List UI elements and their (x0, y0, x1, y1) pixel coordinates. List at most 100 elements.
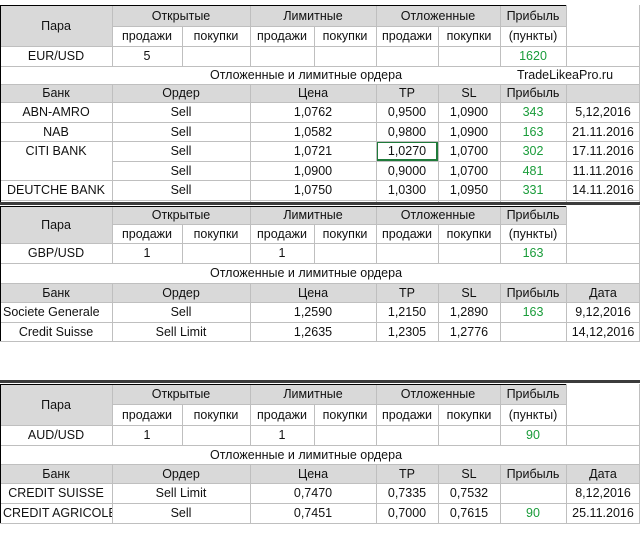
pending-group-header[interactable]: Отложенные (400, 8, 476, 23)
order-cell-bank[interactable] (0, 161, 112, 180)
sub-header-buy[interactable]: покупки (446, 226, 492, 241)
pair-value-cell[interactable]: EUR/USD (27, 49, 85, 63)
order-cell-sl[interactable]: 1,0900 (449, 124, 489, 139)
order-cell-bank[interactable]: CREDIT SUISSE (8, 486, 104, 500)
pending-sell-cell[interactable] (376, 243, 438, 263)
col-header-profit[interactable]: Прибыль (506, 466, 560, 481)
order-cell-profit[interactable]: 163 (522, 124, 544, 139)
order-cell-profit[interactable]: 343 (522, 105, 544, 119)
order-cell-sl[interactable]: 0,7615 (449, 506, 489, 520)
col-header-order[interactable]: Ордер (162, 86, 200, 100)
sub-header-buy[interactable]: покупки (193, 226, 239, 241)
order-cell-tp[interactable]: 0,7000 (387, 506, 427, 520)
pending-sell-cell[interactable] (376, 46, 438, 66)
profit-units-cell[interactable]: (пункты) (508, 29, 558, 43)
sub-header-sell[interactable]: продажи (257, 407, 307, 422)
order-cell-tp[interactable]: 0,9000 (387, 163, 427, 178)
sub-header-buy[interactable]: покупки (322, 226, 368, 241)
limit-buy-cell[interactable] (314, 243, 376, 263)
open-buy-cell[interactable] (182, 425, 250, 445)
order-cell-profit[interactable]: 90 (526, 506, 540, 520)
order-cell-order[interactable]: Sell Limit (155, 324, 207, 339)
col-header-price[interactable]: Цена (297, 285, 329, 300)
open-buy-cell[interactable] (182, 243, 250, 263)
order-cell-date[interactable]: 5,12,2016 (575, 105, 631, 119)
order-cell-date[interactable]: 11.11.2016 (572, 163, 634, 178)
order-cell-profit[interactable]: 163 (522, 305, 544, 319)
order-cell-price[interactable]: 1,0762 (293, 105, 333, 119)
order-cell-price[interactable]: 1,2590 (293, 305, 333, 319)
orders-title[interactable]: Отложенные и лимитные ордера (209, 447, 403, 462)
order-cell-price[interactable]: 1,0721 (293, 144, 333, 158)
order-cell-profit[interactable]: 302 (522, 144, 544, 158)
order-cell-tp[interactable]: 1,2150 (387, 305, 427, 319)
sub-header-sell[interactable]: продажи (257, 226, 307, 241)
open-group-header[interactable]: Открытые (151, 8, 211, 23)
col-header-tp[interactable]: ТР (399, 466, 415, 481)
col-header-tp[interactable]: ТР (399, 86, 415, 100)
profit-value-cell[interactable]: 1620 (519, 49, 547, 63)
profit-header-cell[interactable]: Прибыль (506, 387, 560, 401)
sub-header-sell[interactable]: продажи (257, 29, 307, 43)
limit-buy-cell[interactable] (314, 46, 376, 66)
profit-units-cell[interactable]: (пункты) (508, 226, 558, 241)
limit-sell-cell[interactable]: 1 (278, 428, 286, 442)
order-cell-bank[interactable]: CITI BANK (25, 144, 87, 158)
order-cell-sl[interactable]: 1,2776 (449, 324, 489, 339)
order-cell-price[interactable]: 0,7470 (293, 486, 333, 500)
sub-header-buy[interactable]: покупки (322, 407, 368, 422)
profit-value-cell[interactable]: 163 (522, 246, 544, 260)
sub-header-sell[interactable]: продажи (122, 407, 172, 422)
limit-buy-cell[interactable] (314, 425, 376, 445)
sub-header-buy[interactable]: покупки (193, 29, 239, 43)
sub-header-buy[interactable]: покупки (446, 407, 492, 422)
orders-title[interactable]: Отложенные и лимитные ордера (209, 68, 403, 82)
profit-header-cell[interactable]: Прибыль (506, 208, 560, 222)
col-header-bank[interactable]: Банк (42, 86, 70, 100)
orders-title[interactable]: Отложенные и лимитные ордера (209, 266, 403, 280)
col-header-sl[interactable]: SL (461, 86, 477, 100)
col-header-profit[interactable]: Прибыль (506, 86, 560, 100)
pending-group-header[interactable]: Отложенные (400, 208, 476, 222)
sub-header-sell[interactable]: продажи (122, 226, 172, 241)
limit-group-header[interactable]: Лимитные (283, 387, 343, 401)
col-header-date[interactable] (566, 84, 640, 102)
sub-header-sell[interactable]: продажи (382, 226, 432, 241)
profit-header-cell[interactable]: Прибыль (506, 8, 560, 23)
order-cell-tp[interactable]: 0,9800 (387, 124, 427, 139)
col-header-tp[interactable]: ТР (399, 285, 415, 300)
sub-header-sell[interactable]: продажи (122, 29, 172, 43)
col-header-profit[interactable]: Прибыль (506, 285, 560, 300)
order-cell-order[interactable]: Sell (170, 163, 192, 178)
order-cell-profit[interactable]: 481 (522, 163, 544, 178)
order-cell-price[interactable]: 1,2635 (293, 324, 333, 339)
pending-group-header[interactable]: Отложенные (400, 387, 476, 401)
order-cell-profit[interactable]: 331 (522, 183, 544, 197)
col-header-sl[interactable]: SL (461, 466, 477, 481)
limit-sell-cell[interactable] (250, 46, 314, 66)
col-header-order[interactable]: Ордер (162, 466, 200, 481)
col-header-date[interactable]: Дата (589, 285, 617, 300)
order-cell-sl[interactable]: 1,0700 (449, 144, 489, 158)
order-cell-date[interactable]: 21.11.2016 (572, 124, 634, 139)
pending-buy-cell[interactable] (438, 243, 500, 263)
sub-header-buy[interactable]: покупки (446, 29, 492, 43)
order-cell-bank[interactable]: NAB (43, 124, 69, 139)
profit-units-cell[interactable]: (пункты) (508, 407, 558, 422)
open-sell-cell[interactable]: 5 (143, 49, 151, 63)
order-cell-sl[interactable]: 1,0900 (449, 105, 489, 119)
order-cell-order[interactable]: Sell Limit (155, 486, 207, 500)
order-cell-date[interactable]: 14,12,2016 (571, 324, 635, 339)
order-cell-date[interactable]: 17.11.2016 (572, 144, 634, 158)
limit-sell-cell[interactable]: 1 (278, 246, 286, 260)
order-cell-order[interactable]: Sell (170, 144, 192, 158)
order-cell-sl[interactable]: 0,7532 (449, 486, 489, 500)
order-cell-bank[interactable]: ABN-AMRO (22, 105, 90, 119)
order-cell-price[interactable]: 1,0750 (293, 183, 333, 197)
brand-label[interactable]: TradeLikeaPro.ru (516, 68, 614, 82)
sub-header-sell[interactable]: продажи (382, 29, 432, 43)
order-cell-tp[interactable]: 0,9500 (387, 105, 427, 119)
order-cell-sl[interactable]: 1,0950 (449, 183, 489, 197)
col-header-price[interactable]: Цена (297, 86, 329, 100)
open-buy-cell[interactable] (182, 46, 250, 66)
